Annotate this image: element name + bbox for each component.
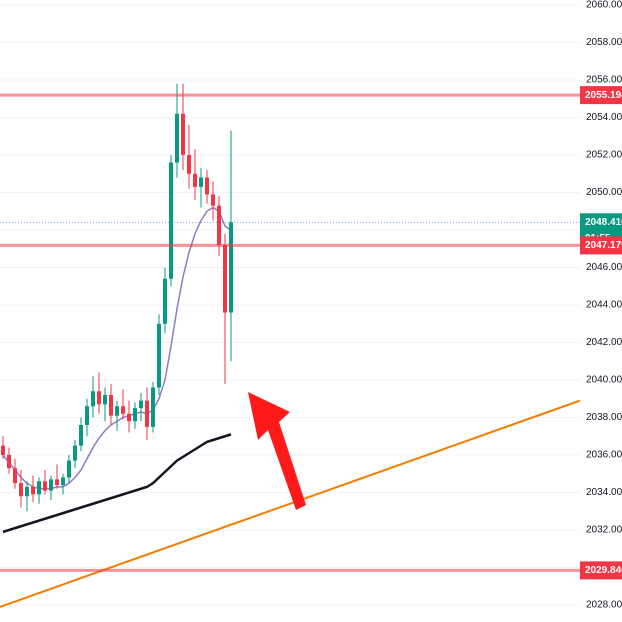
moving-average bbox=[2, 206, 232, 490]
candle-body bbox=[217, 205, 221, 245]
trendline bbox=[0, 399, 581, 608]
candle-body bbox=[1, 445, 5, 455]
y-tick-label: 2038.000 bbox=[586, 412, 622, 423]
arrow-annotation bbox=[248, 392, 306, 510]
candle-body bbox=[13, 468, 17, 484]
grid bbox=[0, 4, 580, 606]
candle-body bbox=[187, 155, 191, 174]
candle-body bbox=[25, 486, 29, 497]
candle-body bbox=[205, 177, 209, 195]
price-label-box bbox=[580, 236, 622, 255]
price-label: 2047.179 bbox=[585, 240, 622, 251]
y-tick-label: 2040.000 bbox=[586, 375, 622, 386]
y-tick-label: 2042.000 bbox=[586, 337, 622, 348]
candle-body bbox=[61, 477, 65, 485]
price-label: 2048.410 bbox=[585, 217, 622, 228]
candle-body bbox=[145, 400, 149, 427]
y-tick-label: 2054.000 bbox=[586, 112, 622, 123]
candle-body bbox=[151, 387, 155, 427]
price-label-box bbox=[580, 561, 622, 580]
candle-body bbox=[97, 391, 101, 405]
candle-body bbox=[199, 177, 203, 187]
y-tick-label: 2056.000 bbox=[586, 75, 622, 86]
y-tick-label: 2060.000 bbox=[586, 0, 622, 11]
y-tick-label: 2050.000 bbox=[586, 187, 622, 198]
y-tick-label: 2044.000 bbox=[586, 300, 622, 311]
candle-body bbox=[115, 406, 119, 416]
candle-body bbox=[19, 483, 23, 497]
plot-area bbox=[0, 83, 581, 608]
price-label: 2055.194 bbox=[585, 90, 622, 101]
candle-body bbox=[7, 455, 11, 469]
candle-body bbox=[49, 479, 53, 491]
candle-body bbox=[79, 425, 83, 446]
candle-body bbox=[139, 400, 143, 409]
candle-body bbox=[175, 113, 179, 163]
candle-body bbox=[37, 481, 41, 495]
candle-body bbox=[133, 408, 137, 422]
y-tick-label: 2052.000 bbox=[586, 150, 622, 161]
y-tick-label: 2034.000 bbox=[586, 487, 622, 498]
price-axis-labels: 2028.0002030.0002032.0002034.0002036.000… bbox=[580, 0, 622, 611]
y-tick-label: 2036.000 bbox=[586, 450, 622, 461]
candle-body bbox=[31, 486, 35, 495]
candle-body bbox=[211, 194, 215, 206]
candle-body bbox=[229, 222, 233, 313]
candle-body bbox=[91, 391, 95, 407]
y-tick-label: 2046.000 bbox=[586, 262, 622, 273]
y-tick-label: 2058.000 bbox=[586, 37, 622, 48]
candle-body bbox=[223, 245, 227, 313]
moving-average bbox=[2, 433, 232, 534]
price-label: 2029.846 bbox=[585, 565, 622, 576]
candle-body bbox=[127, 413, 131, 422]
candle-body bbox=[67, 460, 71, 478]
candle-body bbox=[55, 479, 59, 485]
y-tick-label: 2028.000 bbox=[586, 600, 622, 611]
candle-body bbox=[163, 278, 167, 324]
candle-body bbox=[109, 395, 113, 416]
candle-body bbox=[121, 406, 125, 414]
candle-body bbox=[157, 323, 161, 388]
candle-body bbox=[43, 481, 47, 491]
candle-body bbox=[193, 173, 197, 187]
y-tick-label: 2032.000 bbox=[586, 525, 622, 536]
price-label-box bbox=[580, 86, 622, 105]
candle-body bbox=[73, 445, 77, 461]
candle-body bbox=[103, 395, 107, 405]
candle-body bbox=[181, 113, 185, 155]
candle-body bbox=[85, 406, 89, 425]
candle-body bbox=[169, 162, 173, 279]
